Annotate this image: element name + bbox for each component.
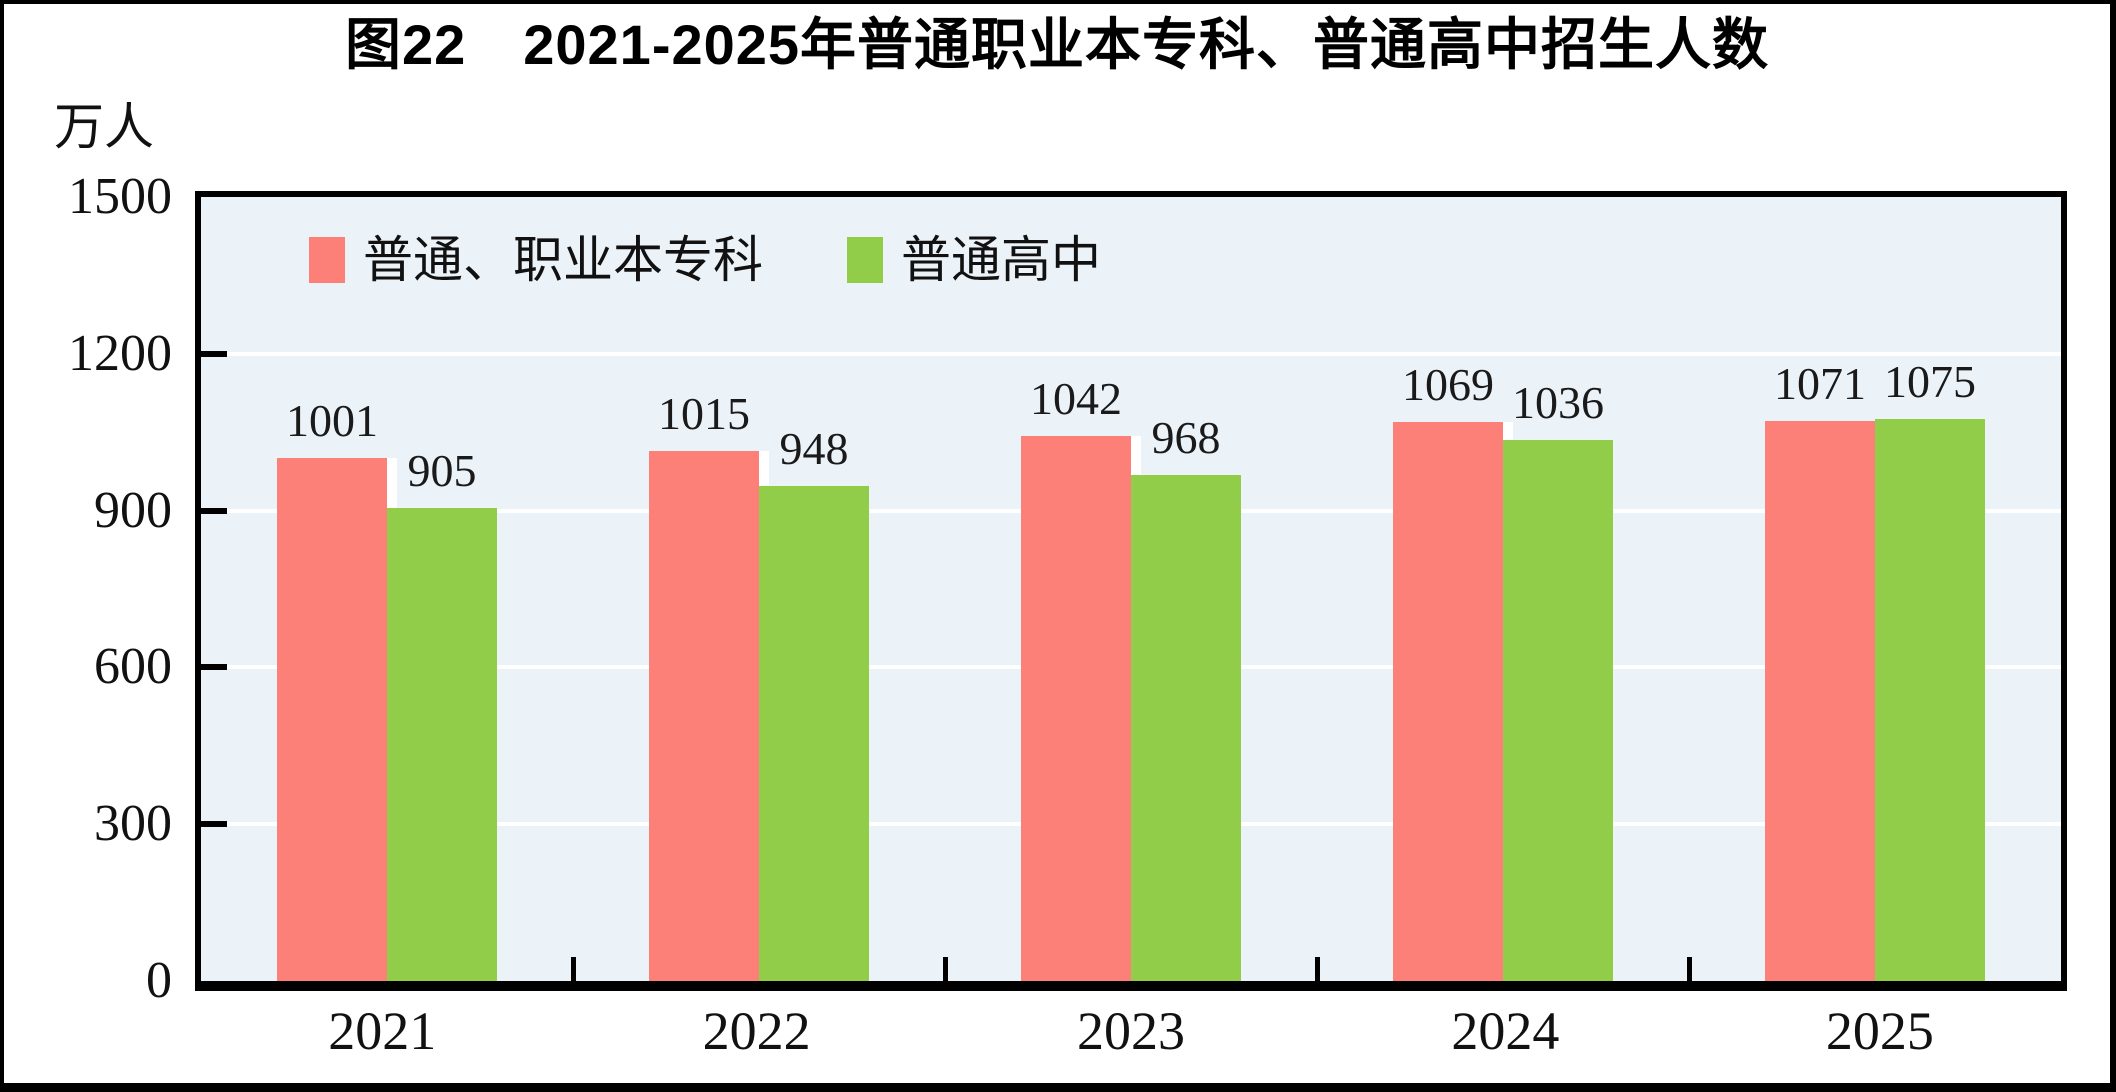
year-group-2023: 1042 968 — [945, 197, 1317, 981]
bar-value-label: 905 — [407, 445, 477, 496]
legend-swatch-red — [309, 237, 345, 283]
bar-value-label: 1036 — [1512, 376, 1604, 428]
y-axis-label-300: 300 — [94, 795, 172, 853]
y-axis-label-1200: 1200 — [68, 324, 172, 382]
bar-value-label: 1075 — [1884, 356, 1976, 408]
y-axis-unit-label: 万人 — [54, 99, 154, 155]
bar-value-label: 1071 — [1774, 358, 1866, 410]
x-axis-tick-3 — [1314, 957, 1320, 981]
bar-value-label: 968 — [1151, 412, 1221, 464]
y-axis-label-900: 900 — [94, 481, 172, 539]
bar-gaozhong-2025: 1075 — [1875, 359, 1985, 981]
bar-benzhuanke-2024: 1069 — [1393, 362, 1503, 981]
bar-benzhuanke-2025: 1071 — [1765, 361, 1875, 981]
bar-value-label: 1042 — [1030, 373, 1122, 425]
y-axis-tick-600 — [201, 664, 227, 671]
legend-item-benzhuanke: 普通、职业本专科 — [309, 233, 763, 287]
y-axis-label-0: 0 — [146, 952, 172, 1009]
year-group-2024: 1069 1036 — [1317, 197, 1689, 981]
x-axis-label-2024: 2024 — [1451, 1001, 1560, 1061]
x-axis-label-2021: 2021 — [328, 1001, 437, 1061]
legend: 普通、职业本专科 普通高中 — [309, 233, 1101, 287]
y-axis-label-1500: 1500 — [68, 168, 172, 225]
bar-groups: 1001 905 1015 948 1042 968 1069 1036 1071 1075 — [201, 197, 2061, 981]
plot-inner: 1001 905 1015 948 1042 968 1069 1036 1071 1075 普通… — [201, 197, 2061, 981]
bar-value-label: 1015 — [658, 387, 750, 439]
y-axis-tick-1200 — [201, 350, 227, 357]
y-axis-tick-300 — [201, 821, 227, 828]
legend-swatch-green — [847, 237, 883, 283]
year-group-2025: 1071 1075 — [1689, 197, 2061, 981]
bar-benzhuanke-2023: 1042 — [1021, 376, 1131, 981]
bar-value-label: 1001 — [286, 394, 378, 446]
bar-gaozhong-2022: 948 — [759, 425, 869, 981]
year-group-2021: 1001 905 — [201, 197, 573, 981]
bar-gaozhong-2024: 1036 — [1503, 379, 1613, 981]
legend-item-gaozhong: 普通高中 — [847, 233, 1101, 287]
bar-gaozhong-2023: 968 — [1131, 415, 1241, 981]
x-axis-tick-1 — [570, 957, 576, 981]
y-axis-tick-900 — [201, 507, 227, 514]
x-axis-label-2022: 2022 — [702, 1001, 811, 1061]
bar-value-label: 948 — [779, 422, 849, 474]
year-group-2022: 1015 948 — [573, 197, 945, 981]
x-axis-label-2025: 2025 — [1825, 1001, 1934, 1061]
bar-value-label: 1069 — [1402, 359, 1494, 411]
plot-area: 1001 905 1015 948 1042 968 1069 1036 1071 1075 普通… — [195, 191, 2067, 991]
bar-gaozhong-2021: 905 — [387, 448, 497, 981]
gridline-1200 — [201, 351, 2061, 356]
y-axis-label-600: 600 — [94, 638, 172, 696]
legend-label-benzhuanke: 普通、职业本专科 — [363, 232, 763, 288]
x-axis-tick-labels: 2021 2022 2023 2024 2025 — [195, 1001, 2067, 1071]
legend-label-gaozhong: 普通高中 — [901, 232, 1101, 288]
x-axis-tick-2 — [942, 957, 948, 981]
chart-title: 图22 2021-2025年普通职业本专科、普通高中招生人数 — [344, 13, 1770, 76]
x-axis-label-2023: 2023 — [1077, 1001, 1186, 1061]
bar-benzhuanke-2022: 1015 — [649, 390, 759, 981]
x-axis-tick-4 — [1686, 957, 1692, 981]
bar-benzhuanke-2021: 1001 — [277, 397, 387, 981]
y-axis-tick-labels: 1500 1200 900 600 300 0 — [4, 171, 172, 1007]
